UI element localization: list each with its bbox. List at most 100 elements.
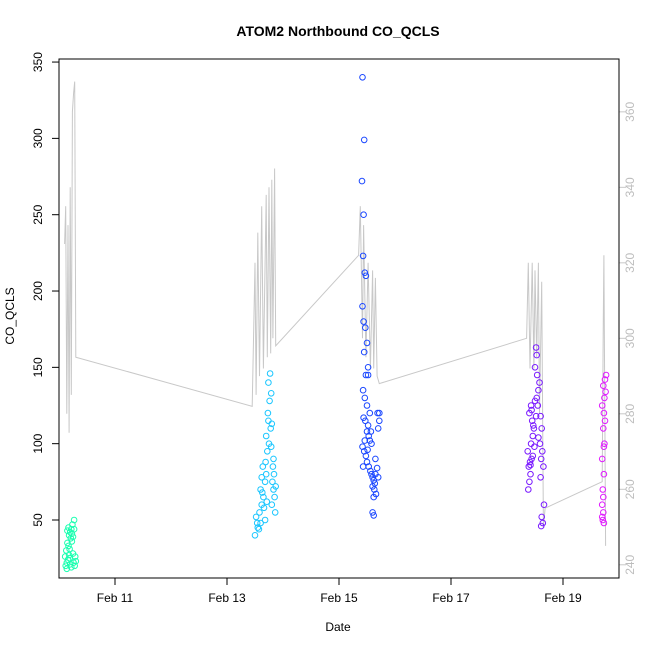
data-point bbox=[372, 455, 379, 463]
data-point bbox=[539, 519, 547, 527]
data-point bbox=[374, 474, 382, 481]
data-point bbox=[368, 470, 375, 478]
data-point bbox=[529, 432, 537, 440]
data-point bbox=[262, 432, 270, 440]
data-point bbox=[600, 519, 608, 527]
data-point bbox=[367, 428, 375, 435]
data-point bbox=[540, 463, 547, 470]
data-point bbox=[600, 425, 607, 432]
data-point bbox=[602, 371, 610, 379]
data-point bbox=[540, 501, 548, 509]
data-point bbox=[364, 422, 372, 429]
data-point bbox=[600, 409, 608, 417]
y-tick-label: 250 bbox=[31, 204, 45, 224]
data-point bbox=[370, 512, 378, 519]
y-tick-label: 200 bbox=[31, 281, 45, 301]
data-point bbox=[532, 412, 540, 420]
data-point bbox=[251, 532, 259, 539]
data-point bbox=[526, 478, 533, 486]
data-point bbox=[270, 455, 277, 463]
data-point bbox=[373, 464, 381, 472]
data-point bbox=[65, 542, 72, 550]
data-point bbox=[254, 524, 262, 531]
data-point bbox=[253, 519, 261, 527]
x-tick-label: Feb 13 bbox=[208, 591, 246, 605]
data-point bbox=[359, 386, 367, 394]
data-point bbox=[537, 474, 544, 481]
data-point bbox=[360, 136, 368, 144]
data-point bbox=[598, 455, 606, 463]
data-point bbox=[261, 516, 269, 524]
data-point bbox=[534, 402, 542, 409]
data-point bbox=[261, 478, 269, 486]
data-point bbox=[532, 344, 540, 351]
data-point bbox=[260, 493, 267, 501]
data-point bbox=[255, 525, 263, 533]
data-point bbox=[527, 402, 535, 409]
data-point bbox=[600, 443, 608, 451]
x-tick-label: Feb 17 bbox=[432, 591, 470, 605]
data-point bbox=[528, 417, 536, 425]
data-point bbox=[364, 446, 371, 454]
data-point bbox=[531, 364, 539, 371]
data-point bbox=[64, 527, 71, 535]
data-point bbox=[359, 74, 366, 81]
data-point bbox=[272, 483, 280, 490]
series-1 bbox=[61, 516, 80, 573]
data-point bbox=[533, 371, 541, 379]
series-4 bbox=[524, 344, 548, 530]
x-tick-label: Feb 11 bbox=[97, 591, 134, 605]
data-point bbox=[525, 463, 533, 470]
data-point bbox=[362, 324, 369, 332]
data-point bbox=[370, 477, 378, 484]
data-point bbox=[61, 553, 69, 560]
y2-tick-label: 240 bbox=[623, 554, 637, 574]
data-point bbox=[600, 470, 608, 478]
data-point bbox=[527, 461, 534, 469]
data-point bbox=[600, 493, 607, 501]
data-point bbox=[364, 364, 372, 371]
data-point bbox=[360, 211, 367, 218]
y2-tick-label: 360 bbox=[623, 102, 637, 122]
data-point bbox=[535, 386, 542, 394]
data-point bbox=[252, 513, 260, 521]
data-point bbox=[600, 509, 607, 516]
series-3 bbox=[358, 74, 383, 519]
data-point bbox=[359, 303, 366, 310]
y2-tick-label: 260 bbox=[623, 479, 637, 499]
data-point bbox=[599, 486, 607, 493]
data-point bbox=[71, 562, 78, 570]
data-point bbox=[531, 443, 538, 451]
right-y-axis: 240 260 280 300 320 340 360 bbox=[618, 102, 637, 575]
series-2 bbox=[251, 370, 280, 539]
data-point bbox=[265, 379, 272, 386]
data-point bbox=[359, 463, 367, 470]
data-point bbox=[362, 272, 370, 280]
data-point bbox=[361, 437, 369, 444]
data-point bbox=[359, 252, 367, 260]
data-point bbox=[260, 504, 268, 512]
data-point bbox=[539, 448, 546, 455]
data-point bbox=[366, 409, 374, 417]
data-point bbox=[598, 501, 606, 509]
data-point bbox=[538, 425, 546, 432]
data-point bbox=[66, 545, 73, 553]
y-tick-label: 350 bbox=[31, 52, 45, 72]
data-point bbox=[536, 440, 544, 448]
data-point bbox=[530, 425, 538, 432]
x-axis-label: Date bbox=[325, 620, 351, 634]
plot-frame bbox=[58, 58, 620, 579]
y2-tick-label: 280 bbox=[623, 403, 637, 423]
data-point bbox=[537, 412, 544, 420]
data-points bbox=[61, 74, 610, 573]
data-point bbox=[529, 452, 537, 460]
data-point bbox=[267, 390, 275, 397]
data-point bbox=[598, 402, 606, 409]
left-y-axis: 50 100 150 200 250 300 350 bbox=[31, 52, 60, 527]
data-point bbox=[598, 513, 606, 521]
data-point bbox=[66, 561, 74, 568]
y-tick-label: 300 bbox=[31, 128, 45, 148]
data-point bbox=[72, 557, 80, 565]
data-point bbox=[363, 339, 371, 347]
